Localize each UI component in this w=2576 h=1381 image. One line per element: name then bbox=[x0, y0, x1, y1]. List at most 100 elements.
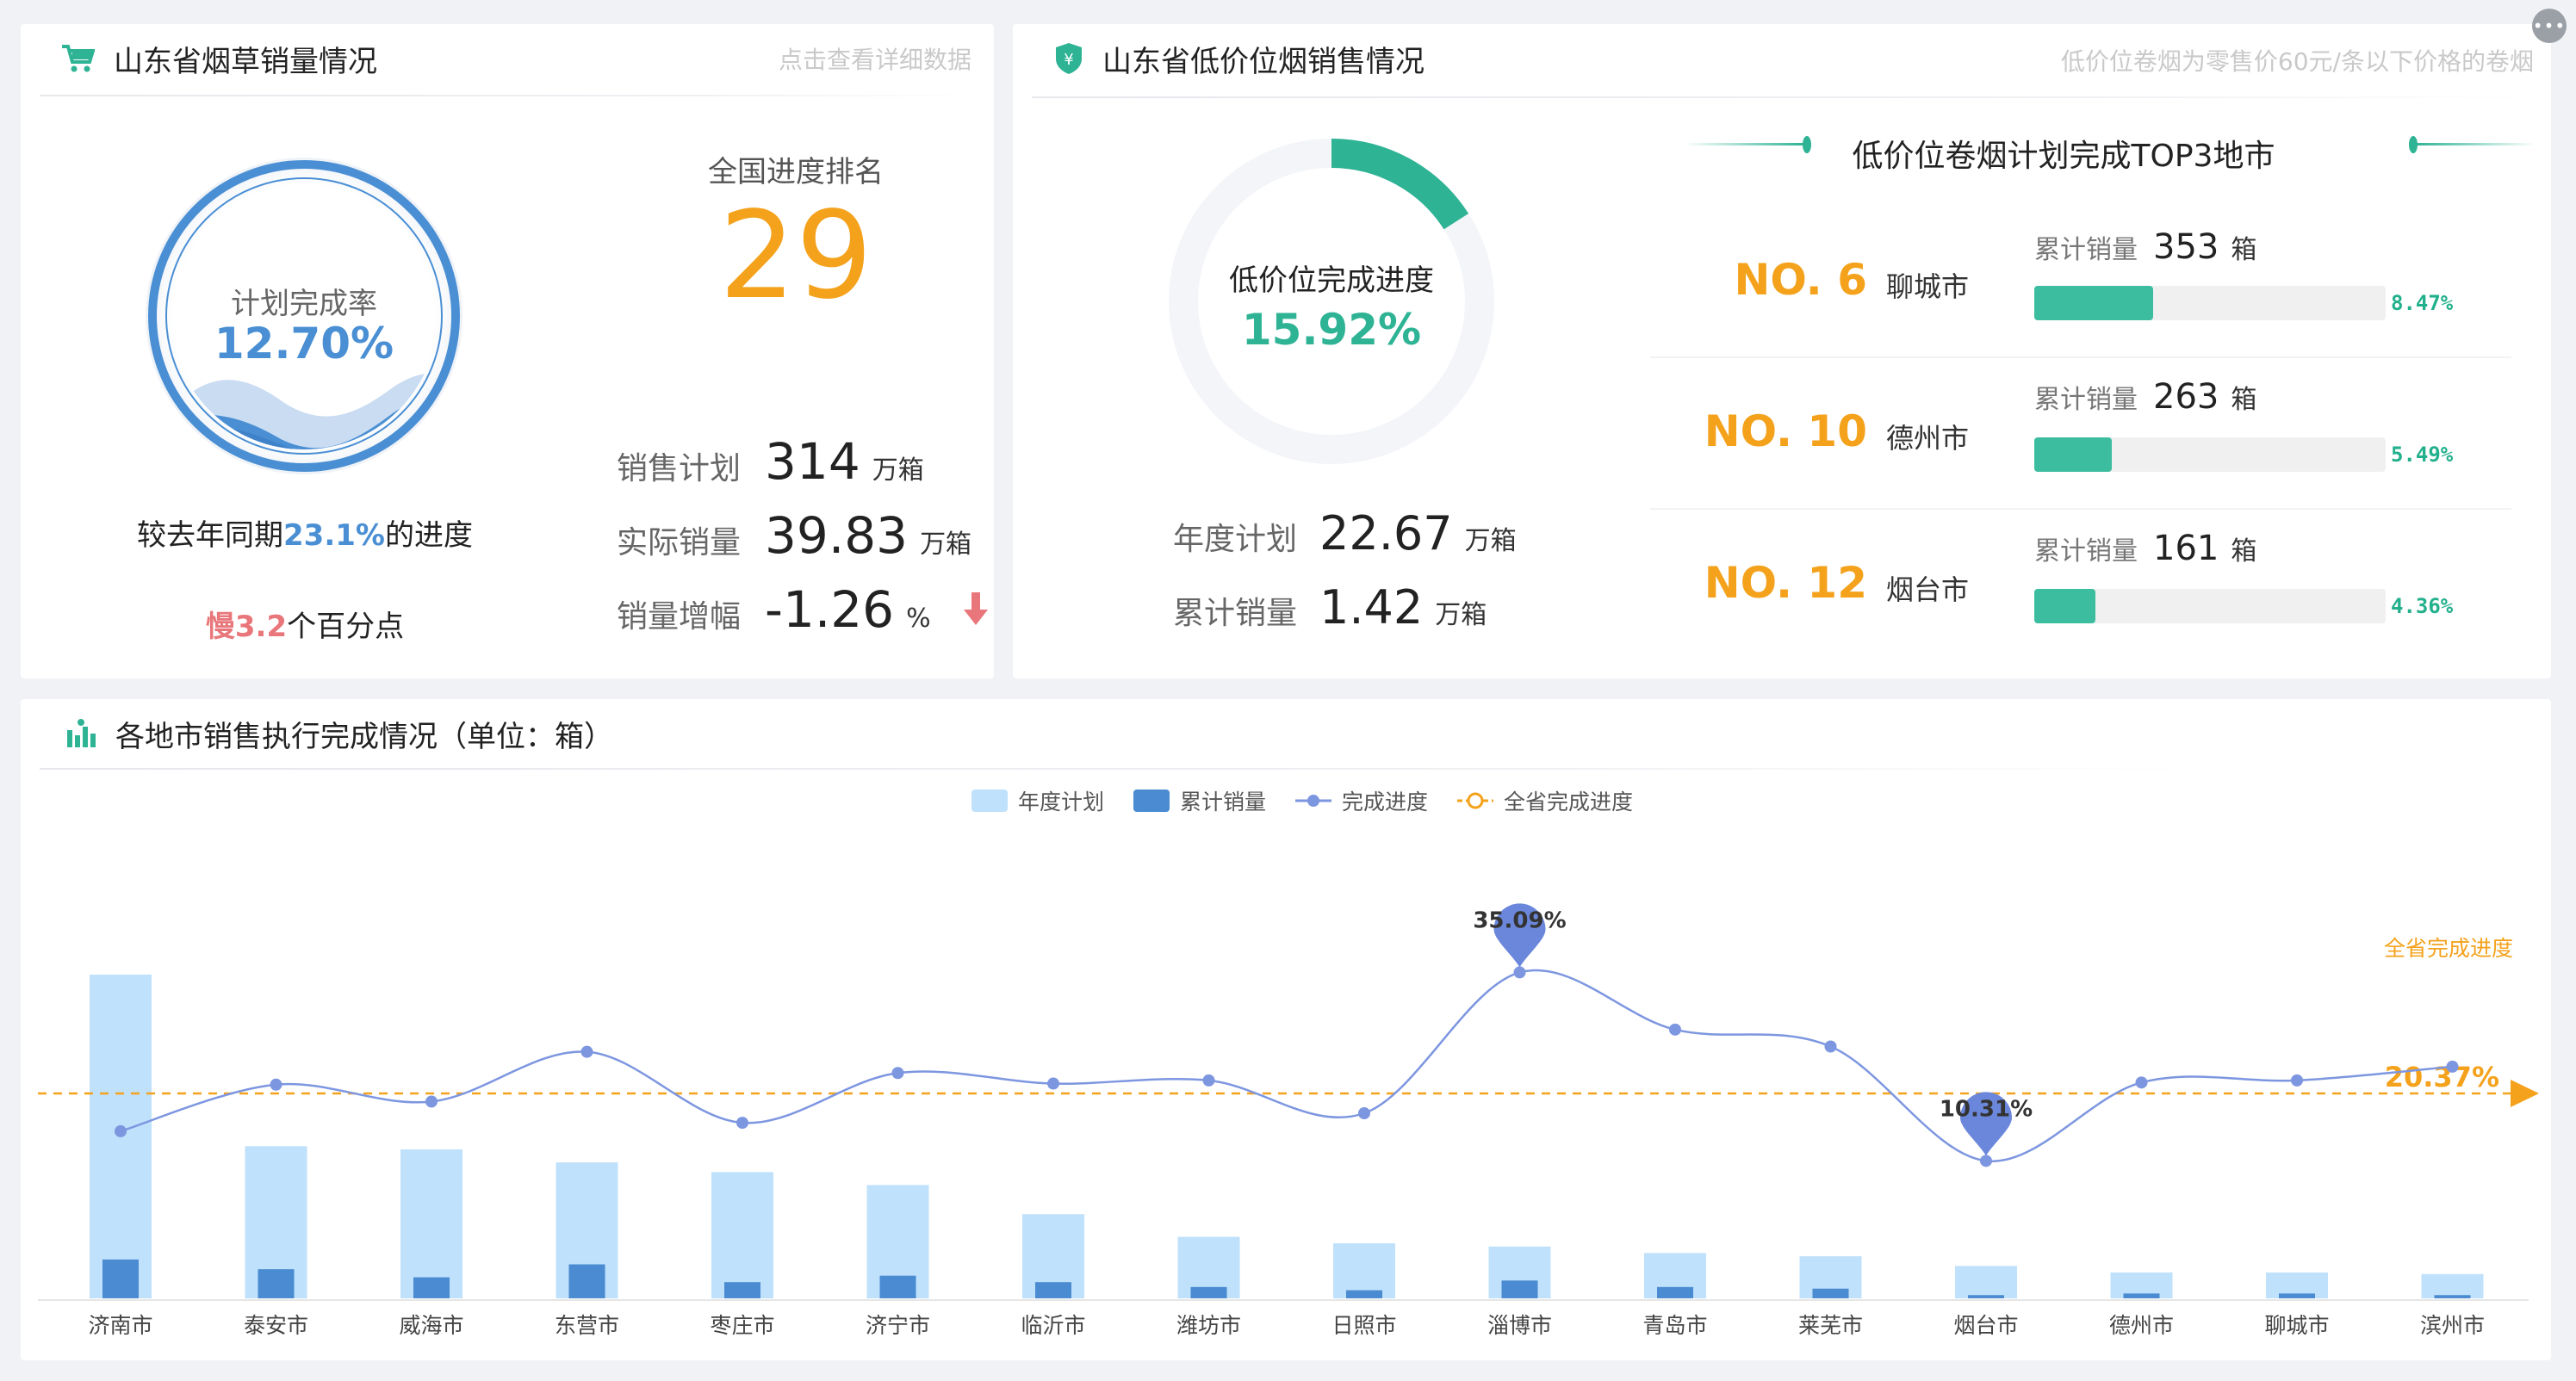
actual-bar[interactable] bbox=[1035, 1282, 1071, 1298]
progress-point[interactable] bbox=[580, 1045, 593, 1058]
x-tick-label: 莱芜市 bbox=[1798, 1313, 1863, 1338]
yoy-compare: 较去年同期23.1%的进度 bbox=[21, 511, 589, 554]
gauge-value: 12.70% bbox=[214, 319, 394, 368]
progress-line bbox=[120, 969, 2453, 1162]
more-options-button[interactable]: ••• bbox=[2532, 9, 2567, 43]
actual-bar[interactable] bbox=[1657, 1286, 1693, 1298]
progress-bar bbox=[2034, 437, 2386, 472]
x-tick-label: 德州市 bbox=[2109, 1313, 2174, 1338]
actual-bar[interactable] bbox=[879, 1275, 916, 1298]
actual-bar[interactable] bbox=[1501, 1280, 1538, 1298]
stat-label: 销量增幅 bbox=[617, 599, 742, 635]
progress-percent: 5.49% bbox=[2391, 443, 2454, 467]
cum-unit: 箱 bbox=[2231, 385, 2257, 415]
ring-value: 15.92% bbox=[1241, 305, 1422, 355]
progress-point[interactable] bbox=[1669, 1023, 1681, 1036]
detail-link[interactable]: 点击查看详细数据 bbox=[778, 46, 971, 74]
legend-item[interactable]: 完成进度 bbox=[1295, 785, 1428, 816]
stat-label: 累计销量 bbox=[1173, 596, 1298, 631]
x-tick-label: 威海市 bbox=[399, 1313, 463, 1338]
progress-point[interactable] bbox=[115, 1124, 127, 1137]
actual-bar[interactable] bbox=[724, 1282, 760, 1298]
stat-unit: 万箱 bbox=[920, 529, 972, 560]
progress-point[interactable] bbox=[2135, 1076, 2148, 1089]
progress-point[interactable] bbox=[2291, 1074, 2303, 1087]
progress-point[interactable] bbox=[425, 1095, 438, 1108]
plan-bar[interactable] bbox=[711, 1172, 773, 1298]
progress-point[interactable] bbox=[1047, 1077, 1059, 1090]
x-tick-label: 滨州市 bbox=[2420, 1313, 2485, 1338]
svg-text:¥: ¥ bbox=[1064, 51, 1073, 69]
divider bbox=[1650, 356, 2511, 358]
x-tick-label: 烟台市 bbox=[1953, 1313, 2018, 1338]
low-price-panel: ¥ 山东省低价位烟销售情况 低价位卷烟为零售价60元/条以下价格的卷烟 低价位完… bbox=[1013, 24, 2551, 678]
progress-fill bbox=[2034, 437, 2112, 472]
cum-value: 161 bbox=[2153, 529, 2219, 568]
actual-bar[interactable] bbox=[2279, 1293, 2315, 1298]
stat-value: 22.67 bbox=[1319, 506, 1453, 560]
actual-bar[interactable] bbox=[258, 1269, 295, 1298]
actual-bar[interactable] bbox=[1968, 1295, 2004, 1298]
progress-point[interactable] bbox=[1202, 1074, 1215, 1087]
plan-bar[interactable] bbox=[1333, 1243, 1395, 1298]
stat-value: 1.42 bbox=[1319, 580, 1424, 635]
divider bbox=[1032, 96, 2530, 98]
progress-point[interactable] bbox=[270, 1078, 282, 1091]
x-tick-label: 青岛市 bbox=[1642, 1313, 1707, 1338]
actual-bar[interactable] bbox=[413, 1277, 450, 1298]
bar-chart-icon bbox=[67, 719, 96, 747]
yoy-prefix: 较去年同期 bbox=[137, 518, 284, 553]
x-tick-label: 济南市 bbox=[88, 1313, 152, 1338]
x-tick-label: 济宁市 bbox=[866, 1313, 930, 1338]
plan-bar[interactable] bbox=[1955, 1266, 2017, 1298]
stat-unit: 万箱 bbox=[1464, 526, 1517, 556]
progress-point[interactable] bbox=[1980, 1155, 1992, 1167]
x-tick-label: 淄博市 bbox=[1487, 1313, 1552, 1338]
progress-fill bbox=[2034, 589, 2096, 623]
plan-bar[interactable] bbox=[400, 1149, 462, 1298]
plan-bar[interactable] bbox=[2421, 1273, 2484, 1298]
completion-gauge: 计划完成率 12.70% bbox=[143, 155, 465, 477]
rank-number: NO. 10 bbox=[1704, 406, 1867, 456]
yoy-suffix: 的进度 bbox=[384, 518, 473, 553]
panel-title-text: 山东省低价位烟销售情况 bbox=[1102, 44, 1425, 79]
x-tick-label: 临沂市 bbox=[1021, 1313, 1085, 1338]
slow-suffix: 个百分点 bbox=[287, 610, 405, 644]
cart-icon bbox=[62, 45, 95, 72]
slow-prefix: 慢 bbox=[205, 610, 235, 644]
actual-bar[interactable] bbox=[1190, 1286, 1227, 1298]
progress-point[interactable] bbox=[1358, 1107, 1370, 1120]
progress-bar bbox=[2034, 286, 2386, 320]
progress-point[interactable] bbox=[736, 1117, 748, 1130]
legend-item[interactable]: 全省完成进度 bbox=[1457, 785, 1633, 816]
actual-bar[interactable] bbox=[568, 1264, 605, 1298]
rank-city: 德州市 bbox=[1886, 422, 1970, 455]
progress-point[interactable] bbox=[2446, 1060, 2459, 1073]
marker-pin-label: 35.09% bbox=[1473, 907, 1566, 933]
legend-item[interactable]: 年度计划 bbox=[971, 785, 1104, 816]
x-tick-label: 枣庄市 bbox=[710, 1313, 774, 1338]
legend-item[interactable]: 累计销量 bbox=[1133, 785, 1266, 816]
arrow-right-icon bbox=[2511, 1080, 2539, 1107]
panel-title: ¥ 山东省低价位烟销售情况 bbox=[1054, 24, 1425, 93]
actual-bar[interactable] bbox=[102, 1259, 139, 1298]
stat-unit: 万箱 bbox=[872, 455, 924, 486]
actual-bar[interactable] bbox=[2434, 1295, 2471, 1298]
progress-point[interactable] bbox=[1513, 966, 1526, 979]
panel-hint: 低价位卷烟为零售价60元/条以下价格的卷烟 bbox=[2060, 47, 2534, 76]
slow-value: 3.2 bbox=[234, 610, 288, 644]
progress-point[interactable] bbox=[891, 1067, 904, 1080]
legend-swatch bbox=[971, 790, 1008, 812]
legend-label: 累计销量 bbox=[1180, 790, 1267, 814]
actual-bar[interactable] bbox=[2123, 1293, 2160, 1298]
divider bbox=[40, 768, 2193, 770]
stat-unit: % bbox=[906, 604, 931, 634]
progress-point[interactable] bbox=[1824, 1040, 1837, 1053]
divider bbox=[1650, 508, 2511, 510]
province-progress-label: 全省完成进度 bbox=[2384, 936, 2513, 961]
actual-bar[interactable] bbox=[1346, 1290, 1382, 1298]
province-progress-value: 20.37% bbox=[2385, 1061, 2499, 1093]
actual-bar[interactable] bbox=[1812, 1288, 1849, 1298]
stat-plan: 销售计划 314 万箱 bbox=[617, 432, 924, 491]
low-price-ring: 低价位完成进度 15.92% bbox=[1166, 136, 1497, 467]
